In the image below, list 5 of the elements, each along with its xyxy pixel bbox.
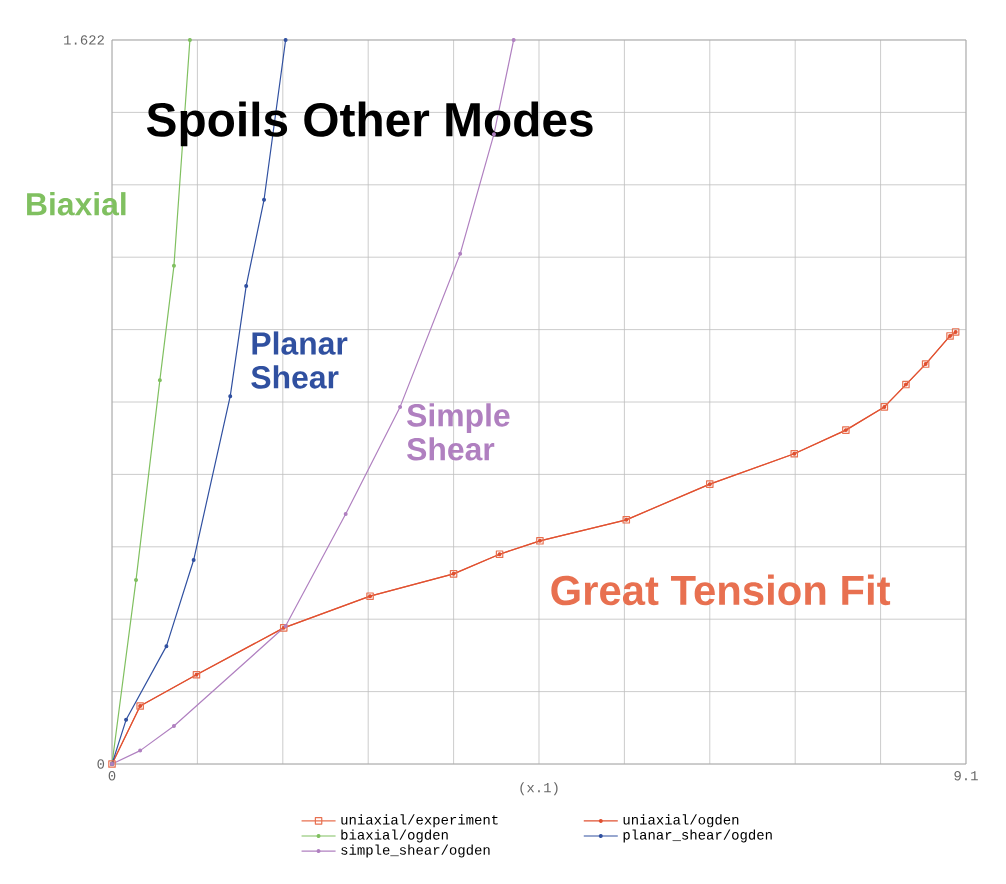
annotation: Simple Shear (407, 403, 510, 461)
annotation: Biaxial (27, 192, 126, 216)
annotation: Spoils Other Modes (146, 101, 593, 147)
annotation: Planar Shear (251, 331, 348, 389)
annotation: Great Tension Fit (551, 574, 891, 606)
